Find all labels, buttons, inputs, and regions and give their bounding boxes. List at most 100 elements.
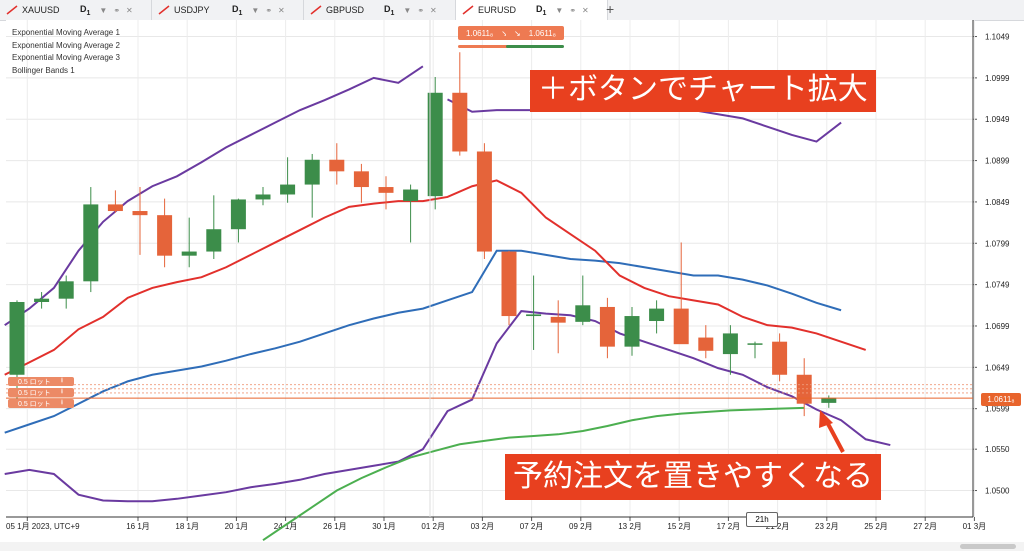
link-icon[interactable]: ⚭ — [417, 5, 425, 15]
x-tick-label: 16 1月 — [126, 522, 150, 531]
tab-gbpusd[interactable]: GBPUSD D1 ▼ ⚭ ✕ — [304, 0, 456, 20]
candle-body — [698, 337, 714, 351]
legend-ema2[interactable]: Exponential Moving Average 2 — [12, 40, 120, 50]
link-icon[interactable]: ⚭ — [569, 5, 577, 15]
x-tick-label: 05 1月 2023, UTC+9 — [6, 522, 80, 531]
candle-body — [722, 333, 738, 355]
candle-body — [34, 298, 50, 302]
y-tick-label: 1.0699 — [985, 322, 1010, 331]
legend-ema1[interactable]: Exponential Moving Average 1 — [12, 28, 120, 37]
x-tick-label: 09 2月 — [569, 522, 593, 531]
candle-body — [821, 397, 837, 403]
candle-body — [132, 211, 148, 216]
chart-type-icon — [310, 5, 322, 15]
lot-order-1[interactable]: 0.5 ロット ⭳ — [8, 377, 74, 386]
bb-lower-line — [4, 310, 891, 503]
candle-body — [58, 281, 74, 299]
sell-line — [458, 45, 516, 48]
x-tick-label: 30 1月 — [372, 522, 396, 531]
legend-bollinger[interactable]: Bollinger Bands 1 — [12, 65, 75, 75]
chevron-down-icon[interactable]: ▼ — [403, 5, 412, 15]
chart-type-icon — [6, 5, 18, 15]
tab-timeframe[interactable]: D1 — [384, 3, 395, 17]
candle-body — [230, 199, 246, 230]
candle-body — [378, 187, 394, 193]
candle-body — [181, 251, 197, 256]
candle-body — [304, 159, 320, 185]
tab-symbol: EURUSD — [478, 5, 517, 15]
buy-arrow-icon: ↘ — [514, 28, 521, 38]
candle-body — [796, 374, 812, 404]
sell-price: 1.0611₈ — [466, 28, 494, 38]
candle-body — [501, 251, 517, 317]
tab-symbol: USDJPY — [174, 5, 210, 15]
x-tick-label: 01 2月 — [421, 522, 445, 531]
tab-usdjpy[interactable]: USDJPY D1 ▼ ⚭ ✕ — [152, 0, 304, 20]
candle-body — [526, 314, 542, 317]
chevron-down-icon[interactable]: ▼ — [555, 5, 564, 15]
close-icon[interactable]: ✕ — [126, 5, 133, 15]
y-tick-label: 1.0599 — [985, 405, 1010, 414]
tab-eurusd[interactable]: EURUSD D1 ▼ ⚭ ✕ — [456, 0, 608, 20]
tab-xauusd[interactable]: XAUUSD D1 ▼ ⚭ ✕ — [0, 0, 152, 20]
chevron-down-icon[interactable]: ▼ — [99, 5, 108, 15]
buy-button[interactable]: ↘ 1.0611₈ — [506, 26, 564, 40]
buy-line — [506, 45, 564, 48]
x-tick-label: 13 2月 — [618, 522, 642, 531]
callout-zoom: ＋ボタンでチャート拡大 — [530, 70, 876, 112]
ema2-line — [4, 249, 842, 434]
x-tick-label: 15 2月 — [667, 522, 691, 531]
arrow-shaft — [824, 419, 845, 453]
legend-ema3[interactable]: Exponential Moving Average 3 — [12, 53, 120, 62]
x-tick-label: 07 2月 — [520, 522, 544, 531]
time-remaining-tag: 21h — [746, 512, 778, 527]
sell-button[interactable]: 1.0611₈ ↘ — [458, 26, 516, 40]
download-icon: ⭳ — [60, 377, 64, 384]
x-tick-label: 01 3月 — [963, 522, 987, 531]
candle-body — [107, 204, 123, 212]
ema3-line — [262, 406, 805, 541]
x-tick-label: 26 1月 — [323, 522, 347, 531]
candle-body — [476, 151, 492, 252]
y-tick-label: 1.0799 — [985, 239, 1010, 248]
candle-body — [624, 316, 640, 347]
candle-body — [9, 301, 25, 375]
candle-body — [747, 343, 763, 345]
y-tick-label: 1.0550 — [985, 445, 1010, 454]
chevron-down-icon[interactable]: ▼ — [251, 5, 260, 15]
candle-body — [649, 308, 665, 322]
arrow-head — [819, 410, 833, 428]
close-icon[interactable]: ✕ — [430, 5, 437, 15]
tab-symbol: XAUUSD — [22, 5, 60, 15]
y-tick-label: 1.1049 — [985, 33, 1010, 42]
y-tick-label: 1.0649 — [985, 363, 1010, 372]
candle-body — [280, 184, 296, 195]
tab-timeframe[interactable]: D1 — [536, 3, 547, 17]
x-tick-label: 24 1月 — [274, 522, 298, 531]
link-icon[interactable]: ⚭ — [265, 5, 273, 15]
tab-bar: XAUUSD D1 ▼ ⚭ ✕ USDJPY D1 ▼ ⚭ ✕ GBPUSD D1 ▼ ⚭ ✕ EURUSD D… — [0, 0, 1024, 21]
horizontal-scrollbar[interactable] — [0, 542, 1024, 551]
scrollbar-thumb[interactable] — [960, 544, 1016, 549]
callout-orders: 予約注文を置きやすくなる — [505, 454, 881, 500]
candle-body — [427, 92, 443, 197]
x-tick-label: 27 2月 — [913, 522, 937, 531]
close-icon[interactable]: ✕ — [582, 5, 589, 15]
tab-timeframe[interactable]: D1 — [80, 3, 91, 17]
tab-timeframe[interactable]: D1 — [232, 3, 243, 17]
lot-order-2[interactable]: 0.5 ロット ⭳ — [8, 388, 74, 397]
y-tick-label: 1.0749 — [985, 281, 1010, 290]
lot-order-3[interactable]: 0.5 ロット ⭳ — [8, 399, 74, 408]
link-icon[interactable]: ⚭ — [113, 5, 121, 15]
candle-body — [673, 308, 689, 345]
candle-body — [452, 92, 468, 152]
x-tick-label: 17 2月 — [717, 522, 741, 531]
indicator-legend: Exponential Moving Average 1 Exponential… — [12, 27, 120, 77]
close-icon[interactable]: ✕ — [278, 5, 285, 15]
y-tick-label: 1.0899 — [985, 157, 1010, 166]
candle-body — [772, 341, 788, 375]
candle-body — [206, 229, 222, 252]
add-tab-button[interactable]: + — [606, 1, 615, 17]
y-tick-label: 1.0500 — [985, 487, 1010, 496]
candle-body — [157, 215, 173, 256]
